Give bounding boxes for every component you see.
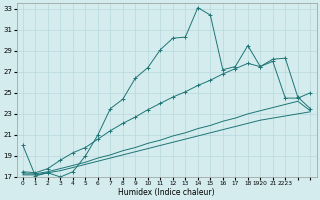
X-axis label: Humidex (Indice chaleur): Humidex (Indice chaleur) [118,188,215,197]
